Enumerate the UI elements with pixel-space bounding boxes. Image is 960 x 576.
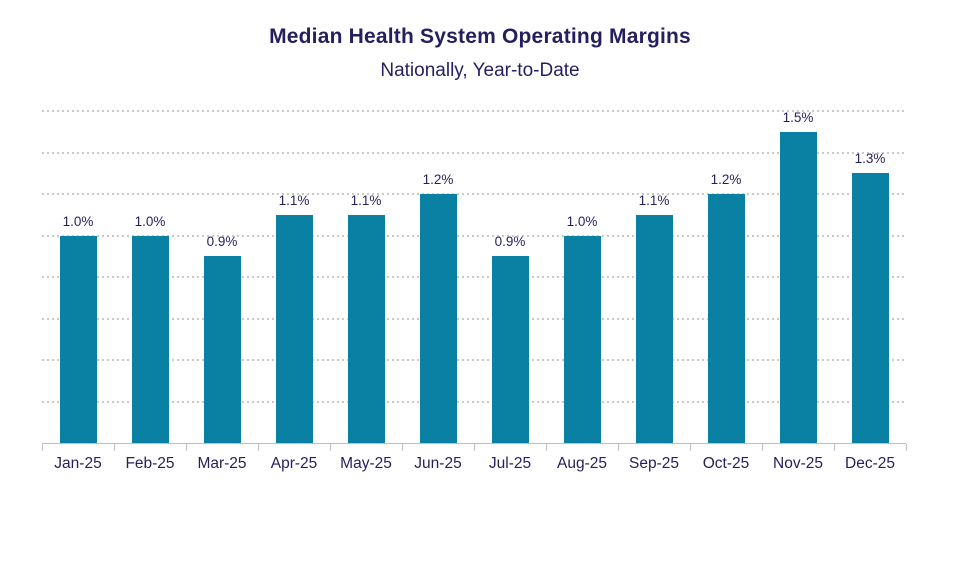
bar-mar-25 bbox=[203, 256, 241, 443]
x-axis-label: Nov-25 bbox=[773, 455, 823, 472]
bar-oct-25 bbox=[707, 194, 745, 443]
bar-aug-25 bbox=[563, 235, 601, 443]
x-axis-label: May-25 bbox=[340, 455, 392, 472]
gridline bbox=[42, 400, 906, 403]
x-axis-tick bbox=[690, 444, 691, 451]
x-axis-label: Jun-25 bbox=[414, 455, 462, 472]
x-axis-tick bbox=[114, 444, 115, 451]
gridline bbox=[42, 234, 906, 237]
x-axis-label: Jul-25 bbox=[488, 455, 532, 472]
x-axis-label: Oct-25 bbox=[702, 455, 750, 472]
bar-sep-25 bbox=[635, 214, 673, 443]
x-axis-label: Mar-25 bbox=[197, 455, 247, 472]
bar-value-label: 1.0% bbox=[62, 213, 94, 229]
gridline bbox=[42, 359, 906, 361]
x-axis-tick bbox=[258, 444, 259, 451]
bar-value-label: 1.2% bbox=[710, 172, 742, 187]
bar-value-label: 1.2% bbox=[422, 172, 454, 187]
chart-title: Median Health System Operating Margins bbox=[269, 25, 691, 48]
x-axis-label: Dec-25 bbox=[845, 455, 895, 472]
bar-jul-25 bbox=[491, 256, 529, 443]
x-axis-tick bbox=[618, 444, 619, 451]
gridline bbox=[42, 193, 906, 195]
x-axis-tick bbox=[402, 444, 403, 451]
gridline bbox=[42, 276, 906, 278]
x-axis-label: Feb-25 bbox=[125, 455, 175, 472]
bar-may-25 bbox=[347, 214, 385, 443]
bar-dec-25 bbox=[851, 173, 889, 443]
bar-value-label: 1.3% bbox=[854, 151, 886, 167]
gridline bbox=[42, 151, 906, 154]
gridline bbox=[42, 110, 906, 112]
x-axis-tick bbox=[546, 444, 547, 451]
plot-area: 1.0% 1.0% 0.9% 1.1% 1.1% 1.2% 0.9% 1.0% 1.1% 1.2%… bbox=[42, 109, 906, 444]
x-axis-tick bbox=[762, 444, 763, 451]
bar-value-label: 0.9% bbox=[494, 234, 526, 250]
gridline bbox=[42, 317, 906, 320]
bar-jun-25 bbox=[419, 194, 457, 443]
x-axis-tick bbox=[186, 444, 187, 451]
x-axis-label: Jan-25 bbox=[54, 455, 102, 472]
bar-value-label: 1.0% bbox=[134, 213, 166, 229]
x-axis-label: Apr-25 bbox=[270, 455, 318, 472]
bar-value-label: 0.9% bbox=[206, 234, 238, 250]
bar-value-label: 1.1% bbox=[638, 192, 670, 208]
x-axis-tick bbox=[330, 444, 331, 451]
x-axis-label: Sep-25 bbox=[629, 455, 679, 472]
bar-feb-25 bbox=[131, 235, 169, 443]
bar-jan-25 bbox=[59, 235, 97, 443]
bar-apr-25 bbox=[275, 214, 313, 443]
x-axis: Jan-25 Feb-25 Mar-25 Apr-25 May-25 Jun-25 Jul-… bbox=[42, 444, 907, 484]
x-axis-tick bbox=[42, 444, 43, 451]
bar-value-label: 1.1% bbox=[350, 192, 382, 208]
x-axis-tick bbox=[834, 444, 835, 451]
x-axis-tick bbox=[474, 444, 475, 451]
bar-nov-25 bbox=[779, 131, 817, 443]
bar-value-label: 1.0% bbox=[566, 213, 598, 229]
bar-value-label: 1.5% bbox=[782, 109, 814, 125]
bar-value-label: 1.1% bbox=[278, 192, 310, 208]
chart-subtitle: Nationally, Year-to-Date bbox=[380, 60, 580, 81]
x-axis-tick bbox=[906, 444, 907, 451]
x-axis-label: Aug-25 bbox=[557, 455, 607, 472]
